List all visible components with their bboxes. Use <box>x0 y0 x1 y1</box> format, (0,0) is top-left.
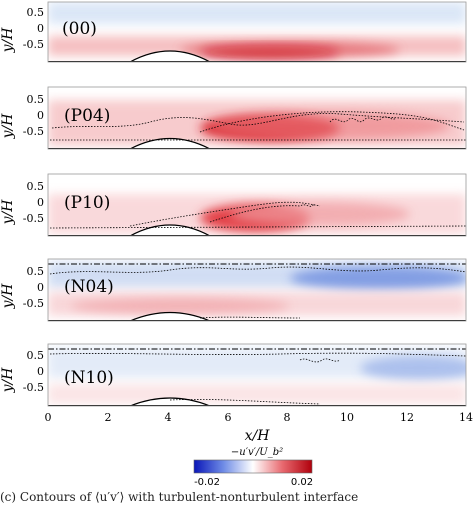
panel-n10: (N10) 0.5 0 -0.5 y/H <box>0 343 467 407</box>
panel-n04: (N04) 0.5 0 -0.5 y/H <box>0 258 467 322</box>
colorbar-max-label: 0.02 <box>291 477 313 488</box>
panel-label: (P10) <box>64 193 110 213</box>
figure-caption: (c) Contours of ⟨u′v′⟩ with turbulent-no… <box>0 490 359 504</box>
panel-00: (00) 0.5 0 -0.5 y/H <box>0 1 467 63</box>
y-tick: 0 <box>37 281 44 294</box>
panel-label: (P04) <box>64 106 110 126</box>
x-tick: 10 <box>340 411 354 424</box>
x-tick: 8 <box>284 411 291 424</box>
y-tick: -0.5 <box>23 125 44 138</box>
y-axis-label: y/H <box>0 27 16 54</box>
y-axis-label: y/H <box>0 199 16 226</box>
panel-label: (00) <box>62 19 97 39</box>
panel-p04: (P04) 0.5 0 -0.5 y/H <box>0 86 467 150</box>
y-tick: -0.5 <box>23 297 44 310</box>
y-axis-label: y/H <box>0 283 16 310</box>
y-tick: 0.5 <box>27 265 45 278</box>
x-tick: 14 <box>459 411 473 424</box>
y-tick: 0 <box>37 196 44 209</box>
x-axis: 0 2 4 6 8 10 12 14 x/H <box>45 411 474 444</box>
y-tick: -0.5 <box>23 212 44 225</box>
panel-label: (N04) <box>64 277 114 297</box>
x-tick: 4 <box>165 411 172 424</box>
y-tick: 0.5 <box>27 180 45 193</box>
y-tick: 0 <box>37 22 44 35</box>
x-axis-label: x/H <box>245 428 271 444</box>
y-axis-label: y/H <box>0 113 16 140</box>
y-tick: 0.5 <box>27 93 45 106</box>
colorbar: −u′v′/U_b² -0.02 0.02 <box>193 447 313 488</box>
x-tick: 12 <box>400 411 414 424</box>
y-axis-label: y/H <box>0 367 16 394</box>
y-tick: -0.5 <box>23 38 44 51</box>
panel-p10: (P10) 0.5 0 -0.5 y/H <box>0 173 467 237</box>
x-tick: 2 <box>105 411 112 424</box>
colorbar-gradient <box>193 459 313 474</box>
y-tick: 0 <box>37 365 44 378</box>
colorbar-min-label: -0.02 <box>194 477 220 488</box>
y-tick: -0.5 <box>23 381 44 394</box>
y-tick: 0.5 <box>27 349 45 362</box>
x-tick: 6 <box>225 411 232 424</box>
colorbar-label: −u′v′/U_b² <box>231 447 283 458</box>
y-tick: 0.5 <box>27 6 45 19</box>
x-tick: 0 <box>45 411 52 424</box>
panel-label: (N10) <box>64 368 114 388</box>
y-tick: 0 <box>37 109 44 122</box>
